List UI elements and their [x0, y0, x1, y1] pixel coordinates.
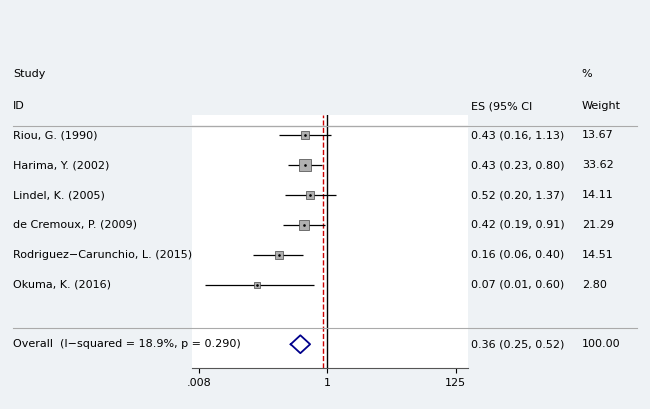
- Polygon shape: [291, 335, 310, 353]
- Text: 0.07 (0.01, 0.60): 0.07 (0.01, 0.60): [471, 280, 564, 290]
- Text: 0.43 (0.16, 1.13): 0.43 (0.16, 1.13): [471, 130, 564, 140]
- Text: 0.43 (0.23, 0.80): 0.43 (0.23, 0.80): [471, 160, 565, 170]
- Text: 100.00: 100.00: [582, 339, 620, 349]
- Text: Rodriguez−Carunchio, L. (2015): Rodriguez−Carunchio, L. (2015): [13, 250, 192, 260]
- Text: 0.36 (0.25, 0.52): 0.36 (0.25, 0.52): [471, 339, 565, 349]
- Text: ID: ID: [13, 101, 25, 111]
- Text: Okuma, K. (2016): Okuma, K. (2016): [13, 280, 111, 290]
- Text: Overall  (I−squared = 18.9%, p = 0.290): Overall (I−squared = 18.9%, p = 0.290): [13, 339, 240, 349]
- Text: de Cremoux, P. (2009): de Cremoux, P. (2009): [13, 220, 137, 230]
- Text: ES (95% CI: ES (95% CI: [471, 101, 532, 111]
- Text: 14.11: 14.11: [582, 190, 614, 200]
- Text: 2.80: 2.80: [582, 280, 606, 290]
- Text: 0.52 (0.20, 1.37): 0.52 (0.20, 1.37): [471, 190, 565, 200]
- Text: Lindel, K. (2005): Lindel, K. (2005): [13, 190, 105, 200]
- Text: 13.67: 13.67: [582, 130, 614, 140]
- Text: Study: Study: [13, 69, 46, 79]
- Text: 0.42 (0.19, 0.91): 0.42 (0.19, 0.91): [471, 220, 565, 230]
- Text: 14.51: 14.51: [582, 250, 614, 260]
- Text: 33.62: 33.62: [582, 160, 614, 170]
- Text: 0.16 (0.06, 0.40): 0.16 (0.06, 0.40): [471, 250, 564, 260]
- Text: Weight: Weight: [582, 101, 621, 111]
- Text: Riou, G. (1990): Riou, G. (1990): [13, 130, 98, 140]
- Text: 21.29: 21.29: [582, 220, 614, 230]
- Text: Harima, Y. (2002): Harima, Y. (2002): [13, 160, 109, 170]
- Text: %: %: [582, 69, 592, 79]
